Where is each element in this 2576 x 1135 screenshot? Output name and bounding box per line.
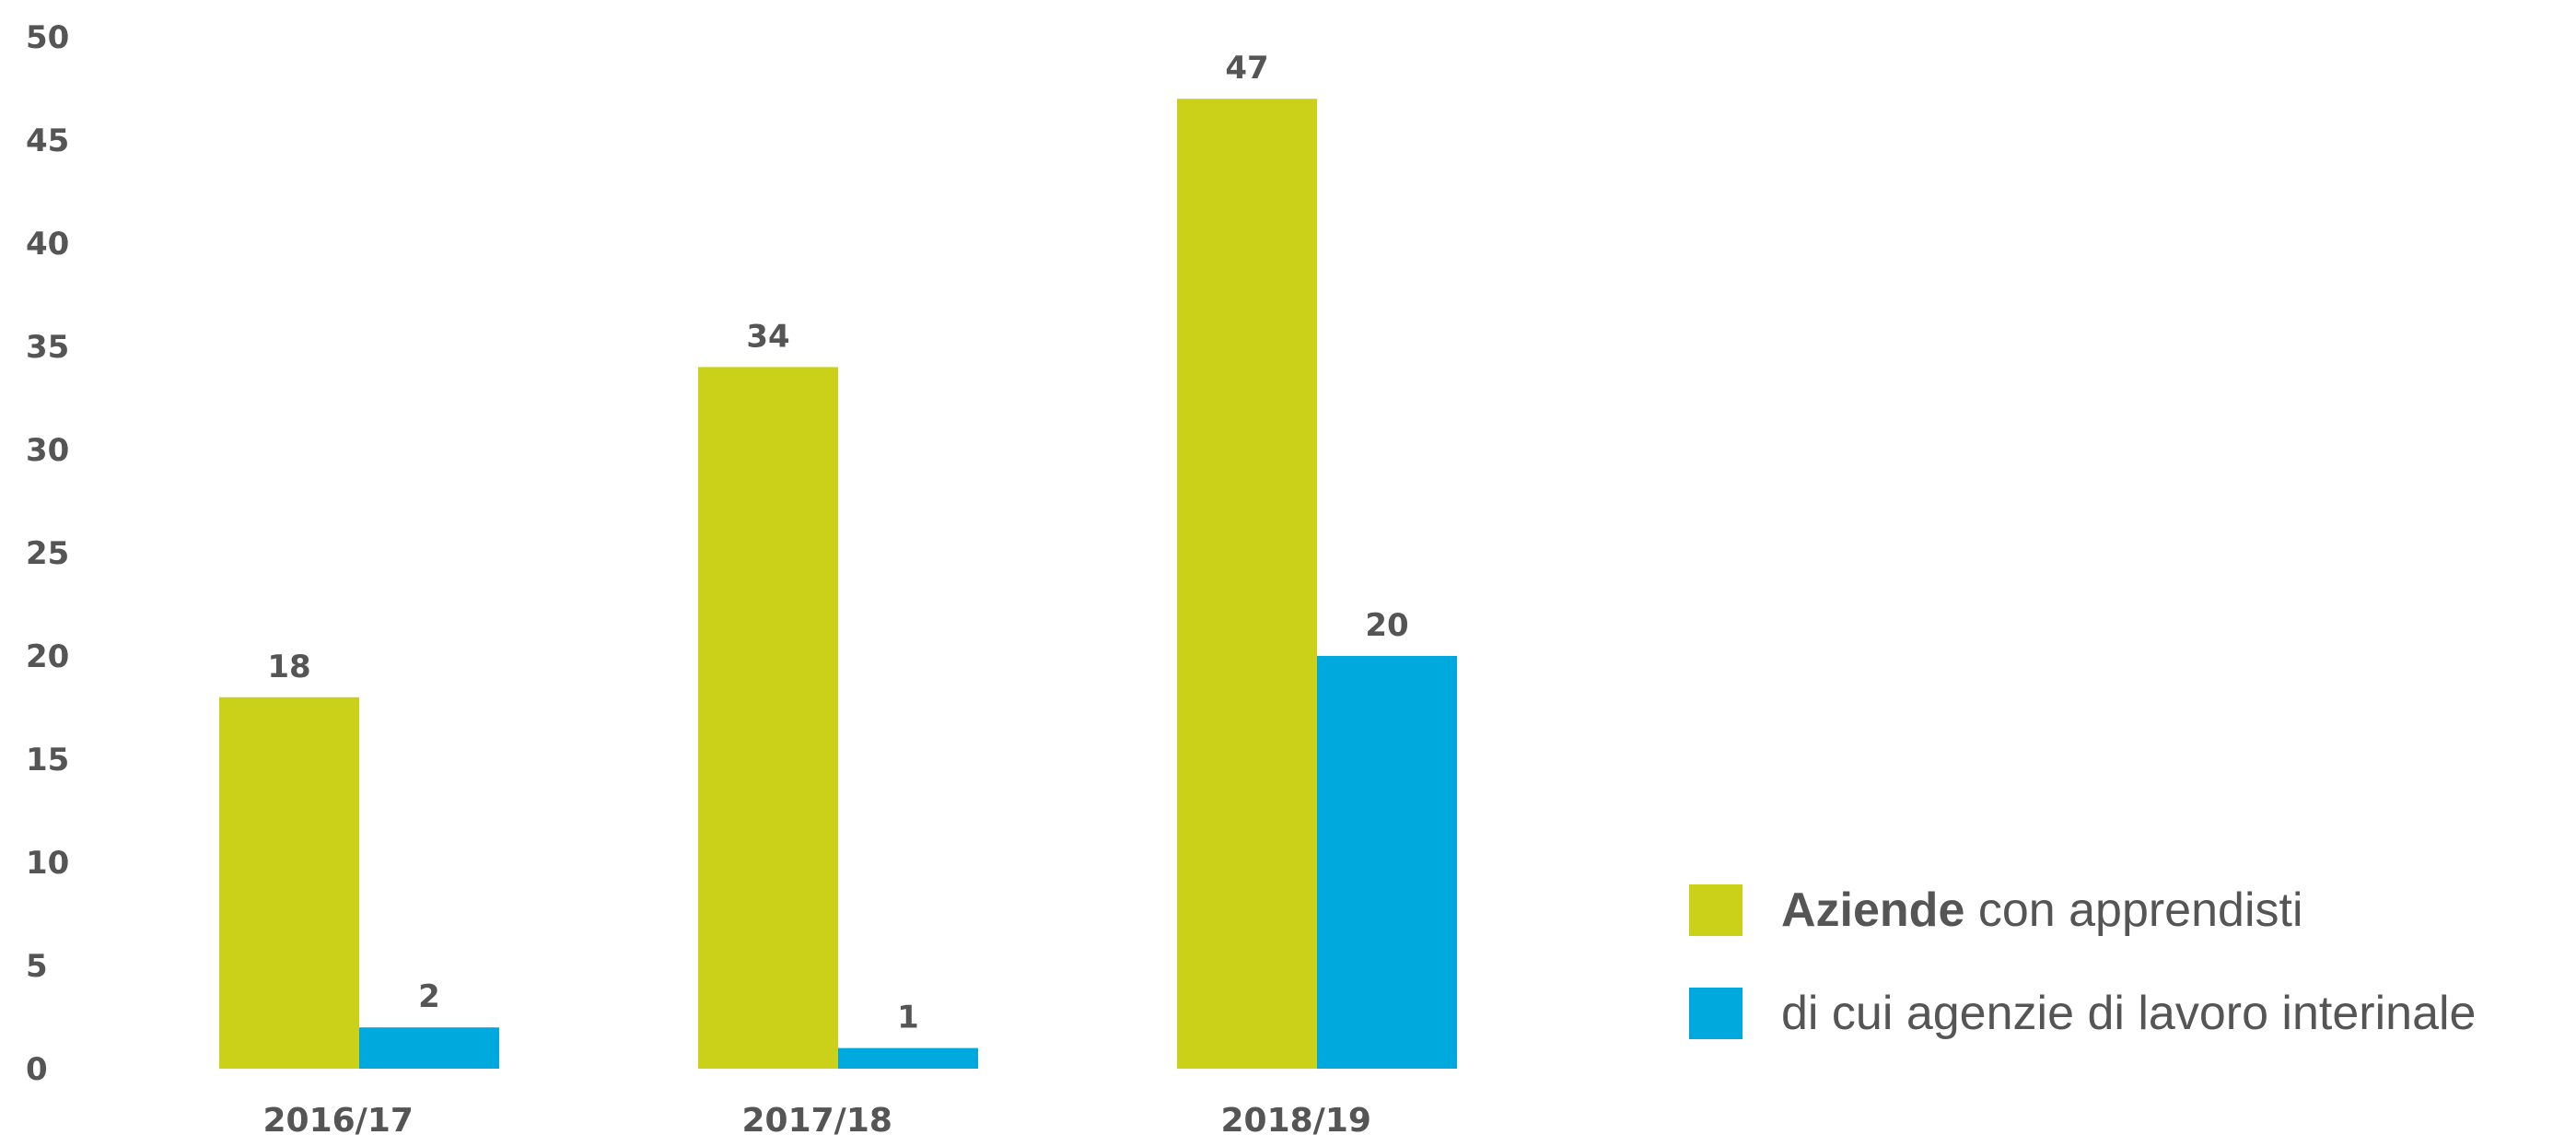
bar (1317, 656, 1457, 1069)
x-tick-label: 2018/19 (1220, 1102, 1370, 1135)
y-axis: 0 5 10 15 20 25 30 35 40 45 50 (26, 19, 69, 1088)
y-tick-label: 30 (26, 432, 69, 469)
x-tick-label: 2017/18 (741, 1102, 892, 1135)
y-tick-label: 20 (26, 638, 69, 675)
data-label: 47 (1225, 50, 1268, 87)
y-tick-label: 35 (26, 329, 69, 366)
legend-swatch-agenzie (1689, 988, 1743, 1039)
y-tick-label: 5 (26, 948, 48, 985)
bar (1177, 99, 1317, 1070)
y-tick-label: 25 (26, 535, 69, 572)
legend-label-aziende: Aziende con apprendisti (1781, 883, 2303, 938)
data-label: 2 (418, 978, 440, 1015)
y-tick-label: 0 (26, 1051, 48, 1088)
bar (698, 367, 838, 1069)
data-label: 18 (267, 649, 310, 685)
legend-label-rest: con apprendisti (1964, 883, 2303, 937)
legend-item-aziende: Aziende con apprendisti (1689, 883, 2476, 938)
y-tick-label: 10 (26, 845, 69, 882)
y-tick-label: 45 (26, 123, 69, 159)
data-label: 1 (897, 1000, 919, 1036)
legend-swatch-aziende (1689, 884, 1743, 936)
x-axis: 2016/17 2017/18 2018/19 (262, 1102, 1370, 1135)
legend-label-bold: Aziende (1781, 883, 1965, 937)
bar (359, 1027, 499, 1069)
legend-label-agenzie: di cui agenzie di lavoro interinale (1781, 987, 2477, 1040)
x-tick-label: 2016/17 (262, 1102, 413, 1135)
y-tick-label: 15 (26, 742, 69, 778)
bar (219, 696, 359, 1069)
y-tick-label: 50 (26, 19, 69, 56)
bars: 18 2 34 1 47 20 (219, 50, 1457, 1070)
data-label: 34 (746, 318, 789, 355)
y-tick-label: 40 (26, 226, 69, 263)
data-label: 20 (1365, 607, 1408, 644)
legend-item-agenzie: di cui agenzie di lavoro interinale (1689, 987, 2477, 1040)
legend: Aziende con apprendisti di cui agenzie d… (1689, 883, 2477, 1091)
bar (838, 1047, 978, 1069)
